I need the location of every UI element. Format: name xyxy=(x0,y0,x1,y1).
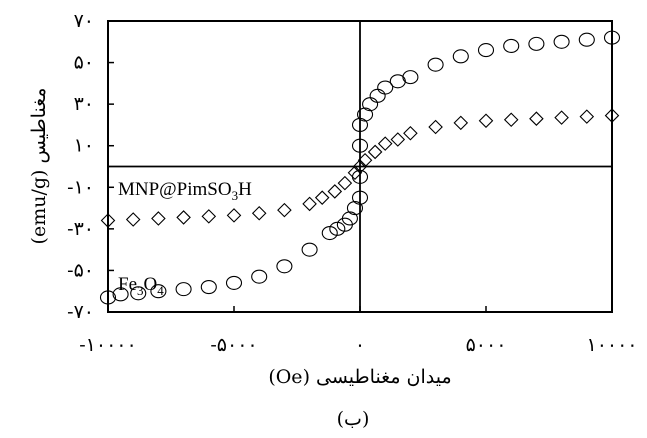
data-point-circle xyxy=(251,269,268,284)
data-point-circle xyxy=(99,290,117,305)
y-tick-label: -۵۰ xyxy=(67,259,94,281)
figure-caption: (ب) xyxy=(337,408,370,430)
data-point-diamond xyxy=(554,110,569,125)
data-point-diamond xyxy=(347,165,363,181)
y-axis-label: مغناطیس (emu/g) xyxy=(28,88,50,245)
data-point-diamond xyxy=(176,210,191,225)
data-point-circle xyxy=(346,201,364,216)
data-point-diamond xyxy=(390,132,406,147)
data-point-circle xyxy=(200,280,217,295)
data-point-diamond xyxy=(529,111,544,126)
x-tick-label: ۰ xyxy=(355,334,365,356)
series-annotation-mnp: MNP@PimSO3H xyxy=(118,179,252,203)
data-point-circle xyxy=(341,211,358,226)
plot-frame xyxy=(107,20,613,313)
data-point-diamond xyxy=(302,196,317,212)
data-points xyxy=(99,30,621,305)
data-point-diamond xyxy=(125,212,141,227)
data-point-circle xyxy=(427,57,444,72)
data-point-diamond xyxy=(277,202,292,218)
data-point-circle xyxy=(503,38,520,53)
data-point-circle xyxy=(225,275,243,290)
data-point-circle xyxy=(528,36,545,51)
data-point-circle xyxy=(356,107,374,122)
data-point-diamond xyxy=(337,175,353,191)
data-point-diamond xyxy=(428,119,443,135)
data-point-circle xyxy=(351,138,369,153)
data-point-diamond xyxy=(377,136,393,151)
data-point-diamond xyxy=(352,159,368,174)
data-point-diamond xyxy=(478,113,494,129)
x-tick-label: ۵۰۰۰ xyxy=(466,334,507,356)
y-tick-label: ۳۰ xyxy=(74,93,94,115)
data-point-diamond xyxy=(327,184,343,199)
data-point-diamond xyxy=(579,109,595,124)
data-point-diamond xyxy=(503,112,519,128)
y-tick-label: ۵۰ xyxy=(74,52,94,74)
data-point-diamond xyxy=(604,108,620,123)
data-point-circle xyxy=(603,30,621,45)
data-point-diamond xyxy=(367,144,383,160)
y-tick-label: ۷۰ xyxy=(74,10,94,32)
data-point-circle xyxy=(477,43,495,58)
y-tick-label: ۱۰ xyxy=(74,135,94,157)
data-point-diamond xyxy=(314,190,330,205)
data-point-circle xyxy=(351,190,369,205)
x-axis-label: میدان مغناطیسی (Oe) xyxy=(268,366,451,388)
x-tick-label: -۵۰۰۰ xyxy=(210,334,257,356)
data-point-circle xyxy=(276,259,293,274)
data-point-diamond xyxy=(403,125,418,141)
series-annotation-fe3o4: Fe3O4 xyxy=(118,274,164,298)
data-point-diamond xyxy=(226,208,242,223)
data-point-circle xyxy=(130,286,147,301)
data-point-circle xyxy=(452,49,469,64)
data-point-diamond xyxy=(100,213,116,228)
data-point-circle xyxy=(150,284,167,299)
data-point-circle xyxy=(175,282,192,297)
data-point-circle xyxy=(351,117,369,132)
x-tick-label: ۱۰۰۰۰ xyxy=(586,334,637,356)
y-tick-label: -۳۰ xyxy=(67,218,94,240)
x-tick-label: -۱۰۰۰۰ xyxy=(79,334,136,356)
data-point-diamond xyxy=(251,205,267,221)
data-point-diamond xyxy=(453,115,469,131)
data-point-circle xyxy=(369,88,386,103)
data-point-circle xyxy=(301,242,318,257)
data-point-circle xyxy=(553,34,570,49)
data-point-diamond xyxy=(151,211,166,226)
data-point-circle xyxy=(578,32,595,47)
data-point-circle xyxy=(362,97,379,112)
data-point-circle xyxy=(402,70,419,85)
y-tick-label: -۷۰ xyxy=(67,301,94,323)
data-point-circle xyxy=(112,287,129,302)
axis-ticks: -۱۰۰۰۰ -۵۰۰۰ ۰ ۵۰۰۰ ۱۰۰۰۰ ۷۰ ۵۰ ۳۰ ۱۰ -۱۰ -۳۰ -۵۰ -۷… xyxy=(67,10,637,356)
data-point-diamond xyxy=(201,209,217,224)
data-point-diamond xyxy=(357,152,373,168)
y-tick-label: -۱۰ xyxy=(67,176,94,198)
data-point-circle xyxy=(377,80,394,95)
